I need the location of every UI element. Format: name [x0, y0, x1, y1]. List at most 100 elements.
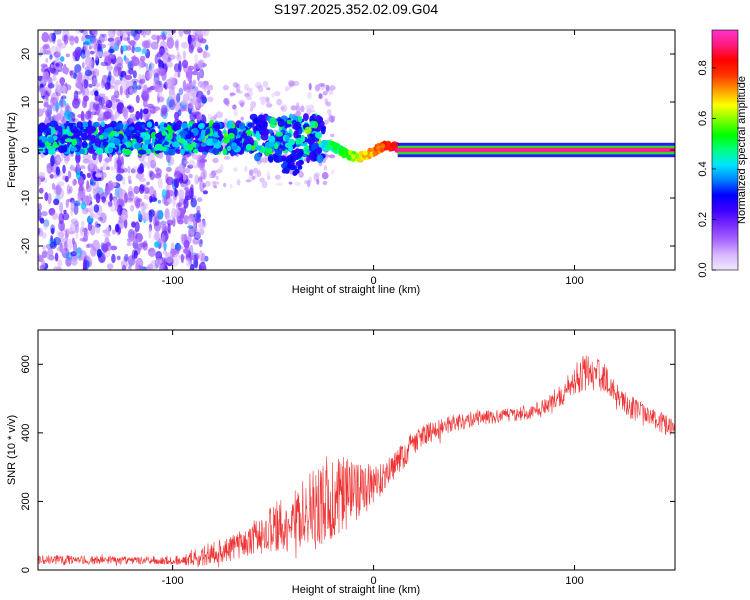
- spectrogram-noise-cell: [144, 63, 148, 68]
- spectrogram-noise-cell: [82, 259, 87, 270]
- spectrogram-band-peak: [200, 129, 206, 138]
- spectrogram-noise-cell: [141, 89, 149, 97]
- spectrogram-noise-cell: [201, 169, 206, 178]
- spectrogram-noise-cell: [180, 233, 184, 241]
- spectrogram-band-cell: [254, 153, 261, 162]
- spectrogram-noise-cell: [188, 226, 196, 238]
- spectrogram-noise-cell: [271, 93, 275, 98]
- spectrogram-noise-cell: [143, 194, 150, 200]
- spectrogram-transition-cell: [380, 143, 386, 149]
- spectrogram-noise-cell: [148, 170, 153, 178]
- spectrogram-noise-cell: [168, 91, 176, 102]
- spectrogram-band-peak: [98, 134, 104, 140]
- spectrogram-noise-cell: [187, 225, 195, 229]
- spectrogram-band-peak: [187, 144, 194, 151]
- spectrogram-band-cell: [294, 121, 302, 130]
- spectrogram-noise-cell: [38, 171, 46, 179]
- spectrogram-noise-cell: [111, 94, 116, 101]
- spectrogram-noise-cell: [100, 105, 108, 110]
- spectrogram-noise-cell: [159, 107, 164, 113]
- spectrogram-noise-cell: [196, 115, 203, 121]
- spectrogram-noise-cell: [196, 97, 203, 104]
- spectrogram-noise-cell: [127, 85, 135, 96]
- spectrogram-noise-cell: [159, 262, 166, 270]
- spectrogram-noise-cell: [178, 30, 184, 38]
- spectrogram-noise-cell: [294, 181, 301, 187]
- spectrogram-band-cell: [49, 120, 58, 128]
- spectrogram-noise-cell: [192, 228, 200, 233]
- spectrogram-band-peak: [192, 148, 199, 154]
- spectrogram-band-peak: [161, 130, 167, 136]
- spectrogram-noise-cell: [197, 156, 201, 160]
- spectrogram-noise-cell: [308, 176, 313, 184]
- spectrogram-noise-cell: [132, 80, 138, 93]
- spectrogram-band-peak: [285, 135, 290, 142]
- spectrogram-lobe-cell: [286, 163, 292, 169]
- spectrogram-noise-cell: [263, 156, 269, 161]
- spectrogram-noise-cell: [174, 187, 178, 198]
- spectrogram-noise-cell: [131, 168, 136, 174]
- spectrogram-noise-cell: [47, 193, 52, 205]
- spectrogram-band-peak: [255, 145, 262, 151]
- spectrogram-noise-cell: [280, 106, 285, 110]
- spectrogram-noise-cell: [52, 102, 59, 112]
- spectrogram-noise-cell: [200, 94, 207, 100]
- spectrogram-noise-cell: [125, 57, 130, 65]
- spectrogram-noise-cell: [53, 51, 61, 58]
- spectrogram-noise-cell: [54, 70, 59, 76]
- spectrogram-noise-cell: [122, 106, 127, 118]
- spectrogram-noise-cell: [132, 56, 140, 67]
- spectrogram-noise-cell: [117, 168, 125, 174]
- spectrogram-noise-cell: [176, 243, 182, 253]
- spectrogram-noise-cell: [80, 201, 87, 210]
- spectrogram-noise-cell: [280, 104, 288, 113]
- spectrogram-band-peak: [52, 141, 58, 148]
- spectrogram-noise-cell: [77, 176, 85, 186]
- spectrogram-noise-cell: [306, 108, 312, 116]
- spectrogram-noise-cell: [128, 89, 137, 93]
- spectrogram-noise-cell: [232, 82, 239, 88]
- spectrogram-x-tick-label: 100: [565, 275, 583, 287]
- spectrogram-noise-cell: [43, 43, 50, 50]
- spectrogram-noise-cell: [43, 94, 49, 105]
- spectrogram-noise-cell: [105, 226, 111, 237]
- spectrogram-noise-cell: [38, 208, 42, 221]
- spectrogram-noise-cell: [288, 181, 293, 185]
- spectrogram-noise-cell: [57, 259, 63, 268]
- spectrogram-noise-cell: [51, 227, 55, 235]
- spectrogram-lobe-cell: [281, 163, 286, 169]
- spectrogram-band-cell: [81, 140, 88, 149]
- spectrogram-noise-cell: [247, 90, 253, 97]
- spectrogram-noise-cell: [318, 93, 323, 100]
- spectrogram-noise-cell: [122, 37, 129, 41]
- colorbar-tick-label: 0.8: [697, 60, 709, 75]
- spectrogram-band-cell: [147, 143, 152, 151]
- spectrogram-noise-cell: [147, 87, 151, 92]
- spectrogram-noise-cell: [188, 159, 196, 168]
- spectrogram-noise-cell: [153, 68, 160, 78]
- spectrogram-noise-cell: [248, 169, 254, 177]
- spectrogram-noise-cell: [141, 48, 148, 55]
- spectrogram-lobe-cell: [295, 161, 301, 167]
- spectrogram-y-tick-label: 0: [20, 147, 32, 153]
- spectrogram-noise-cell: [176, 93, 181, 103]
- spectrogram-band-cell: [226, 145, 232, 152]
- spectrogram-band-cell: [303, 142, 308, 147]
- spectrogram-noise-cell: [65, 103, 70, 112]
- spectrogram-noise-cell: [83, 256, 88, 267]
- spectrogram-noise-cell: [83, 227, 88, 237]
- spectrogram-noise-cell: [184, 247, 189, 255]
- spectrogram-band-cell: [180, 130, 188, 135]
- spectrogram-noise-cell: [148, 67, 153, 80]
- spectrogram-noise-cell: [116, 62, 123, 71]
- spectrogram-noise-cell: [142, 31, 146, 38]
- spectrogram-noise-cell: [161, 233, 165, 245]
- spectrogram-noise-cell: [250, 101, 257, 109]
- spectrogram-noise-cell: [81, 35, 85, 42]
- spectrogram-noise-cell: [73, 90, 79, 102]
- spectrogram-noise-cell: [259, 96, 267, 101]
- spectrogram-noise-cell: [183, 198, 189, 209]
- spectrogram-noise-cell: [88, 45, 92, 50]
- spectrogram-noise-cell: [148, 247, 156, 257]
- spectrogram-noise-cell: [136, 197, 142, 203]
